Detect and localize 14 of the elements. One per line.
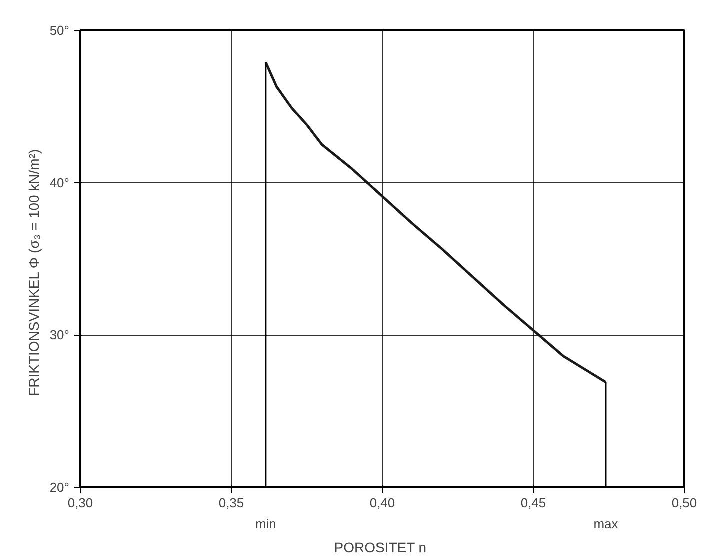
- x-tick-label: 0,30: [68, 496, 94, 510]
- y-tick-label: 50°: [50, 23, 70, 38]
- x-tick-label: 0,45: [520, 496, 546, 510]
- x-axis-title: POROSITET n: [334, 540, 427, 556]
- x-tick-label: 0,35: [218, 496, 244, 510]
- y-tick-label: 40°: [50, 175, 70, 190]
- y-axis-title: FRIKTIONSVINKEL Φ (σ₃ = 100 kN/m²): [26, 149, 42, 396]
- y-tick-label: 20°: [50, 480, 70, 495]
- ref-line-label: max: [594, 516, 619, 532]
- line-series: [264, 61, 608, 384]
- y-tick-label: 30°: [50, 328, 70, 343]
- x-tick-label: 0,40: [370, 496, 396, 510]
- ref-line-label: min: [255, 516, 276, 532]
- x-tick-label: 0,50: [672, 496, 698, 510]
